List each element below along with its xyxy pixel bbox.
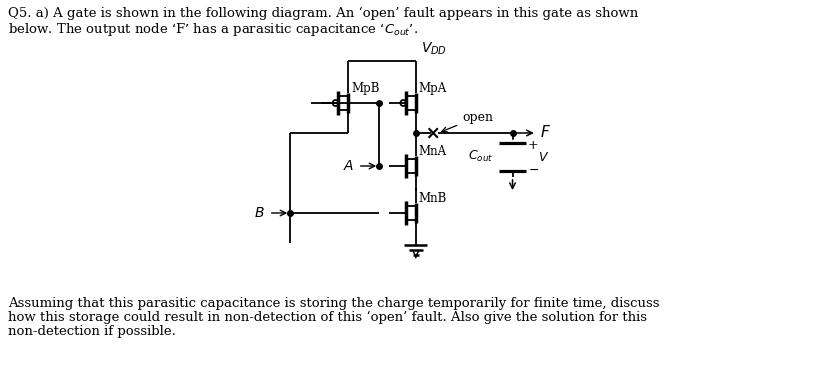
- Text: MpA: MpA: [418, 82, 447, 95]
- Text: $B$: $B$: [254, 206, 265, 220]
- Text: open: open: [442, 110, 493, 132]
- Text: $-$: $-$: [528, 163, 539, 176]
- Text: +: +: [528, 139, 539, 152]
- Text: how this storage could result in non-detection of this ‘open’ fault. Also give t: how this storage could result in non-det…: [8, 311, 647, 324]
- Text: MpB: MpB: [351, 82, 379, 95]
- Text: MnB: MnB: [418, 192, 447, 205]
- Text: below. The output node ‘F’ has a parasitic capacitance ‘$C_{out}$’.: below. The output node ‘F’ has a parasit…: [8, 21, 418, 38]
- Text: Q5. a) A gate is shown in the following diagram. An ‘open’ fault appears in this: Q5. a) A gate is shown in the following …: [8, 7, 638, 20]
- Text: $V$: $V$: [538, 150, 549, 163]
- Text: non-detection if possible.: non-detection if possible.: [8, 325, 176, 338]
- Text: $C_{out}$: $C_{out}$: [468, 149, 493, 163]
- Text: Assuming that this parasitic capacitance is storing the charge temporarily for f: Assuming that this parasitic capacitance…: [8, 297, 659, 310]
- Text: $V_{DD}$: $V_{DD}$: [421, 41, 447, 57]
- Text: $F$: $F$: [540, 124, 550, 140]
- Text: $A$: $A$: [343, 159, 354, 173]
- Text: MnA: MnA: [418, 145, 447, 158]
